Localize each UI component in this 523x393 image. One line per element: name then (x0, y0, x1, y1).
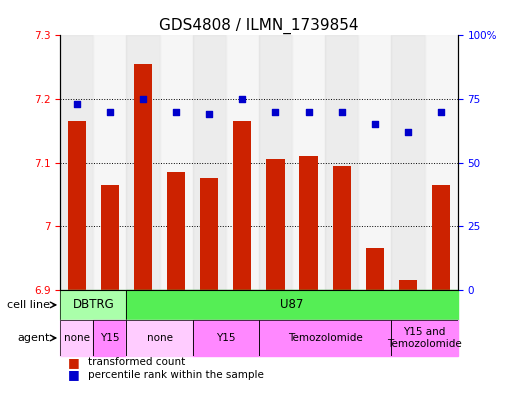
Bar (93, 35, 127, 290)
Point (404, 129, 412, 135)
Bar (292, 35, 325, 290)
Text: Temozolomide: Temozolomide (288, 333, 362, 343)
Bar (366, 248, 384, 290)
Bar (200, 178, 218, 290)
Bar (266, 159, 285, 290)
Bar (127, 320, 192, 356)
Text: cell line: cell line (7, 300, 50, 310)
Bar (391, 320, 458, 356)
Bar (432, 185, 450, 290)
Bar (391, 35, 425, 290)
Bar (167, 172, 185, 290)
Bar (259, 35, 292, 290)
Bar (325, 35, 358, 290)
Bar (300, 156, 317, 290)
Title: GDS4808 / ILMN_1739854: GDS4808 / ILMN_1739854 (159, 18, 359, 34)
Bar (67, 121, 86, 290)
Bar (192, 320, 259, 356)
Bar (358, 35, 391, 290)
Text: Y15 and
Temozolomide: Y15 and Temozolomide (387, 327, 462, 349)
Text: ■: ■ (68, 356, 80, 369)
Point (73, 101, 81, 107)
Text: none: none (146, 333, 173, 343)
Bar (259, 320, 391, 356)
Bar (60, 290, 127, 320)
Text: Y15: Y15 (216, 333, 235, 343)
Point (304, 108, 313, 115)
Point (238, 96, 246, 102)
Point (172, 108, 180, 115)
Point (139, 96, 147, 102)
Bar (399, 280, 417, 290)
Bar (425, 35, 458, 290)
Text: agent: agent (18, 333, 50, 343)
Bar (93, 320, 127, 356)
Bar (192, 35, 226, 290)
Point (337, 108, 346, 115)
Text: U87: U87 (280, 298, 304, 311)
Text: Y15: Y15 (100, 333, 120, 343)
Point (205, 111, 213, 118)
Bar (333, 166, 351, 290)
Point (271, 108, 280, 115)
Bar (226, 35, 259, 290)
Point (371, 121, 379, 127)
Bar (134, 64, 152, 290)
Bar (101, 185, 119, 290)
Bar (127, 290, 458, 320)
Text: ■: ■ (68, 368, 80, 381)
Point (106, 108, 114, 115)
Bar (233, 121, 252, 290)
Text: none: none (64, 333, 90, 343)
Text: percentile rank within the sample: percentile rank within the sample (88, 370, 264, 380)
Point (437, 108, 445, 115)
Bar (60, 320, 93, 356)
Bar (127, 35, 160, 290)
Bar (60, 35, 93, 290)
Text: transformed count: transformed count (88, 357, 185, 367)
Bar (160, 35, 192, 290)
Text: DBTRG: DBTRG (72, 298, 114, 311)
